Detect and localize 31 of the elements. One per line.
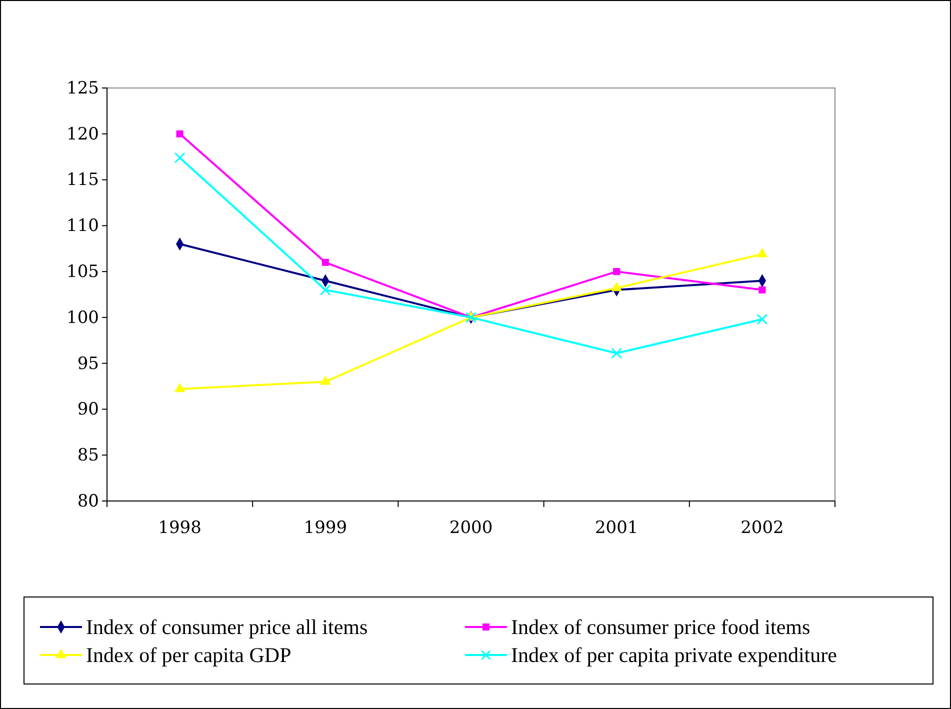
- point: [322, 258, 329, 266]
- x-tick-label: 2001: [594, 518, 638, 538]
- y-tick-label: 80: [77, 491, 99, 512]
- y-tick-label: 85: [77, 446, 99, 466]
- point: [320, 375, 331, 385]
- point: [756, 314, 768, 325]
- legend-label: Index of consumer price all items: [86, 615, 368, 639]
- point: [758, 286, 766, 294]
- point: [611, 282, 622, 292]
- legend-label: Index of consumer price food items: [511, 615, 810, 639]
- point: [174, 152, 186, 164]
- point: [613, 268, 620, 276]
- y-tick-label: 95: [77, 354, 99, 374]
- point: [756, 248, 768, 258]
- point: [611, 348, 622, 359]
- y-tick-label: 115: [66, 170, 99, 190]
- y-tick-label: 120: [66, 124, 99, 144]
- y-tick-label: 125: [66, 78, 99, 98]
- legend-label: Index of per capita private expenditure: [511, 643, 837, 667]
- y-tick-label: 90: [77, 400, 99, 420]
- point: [174, 382, 186, 392]
- y-tick-label: 105: [66, 262, 99, 282]
- point: [176, 130, 184, 138]
- x-tick-label: 1999: [304, 518, 348, 538]
- point: [320, 284, 331, 296]
- x-tick-label: 2002: [740, 518, 784, 538]
- x-tick-label: 1998: [158, 518, 202, 538]
- y-tick-label: 100: [66, 308, 99, 328]
- legend-label: Index of per capita GDP: [86, 643, 292, 667]
- x-tick-label: 2000: [449, 518, 493, 538]
- y-tick-label: 110: [66, 216, 99, 236]
